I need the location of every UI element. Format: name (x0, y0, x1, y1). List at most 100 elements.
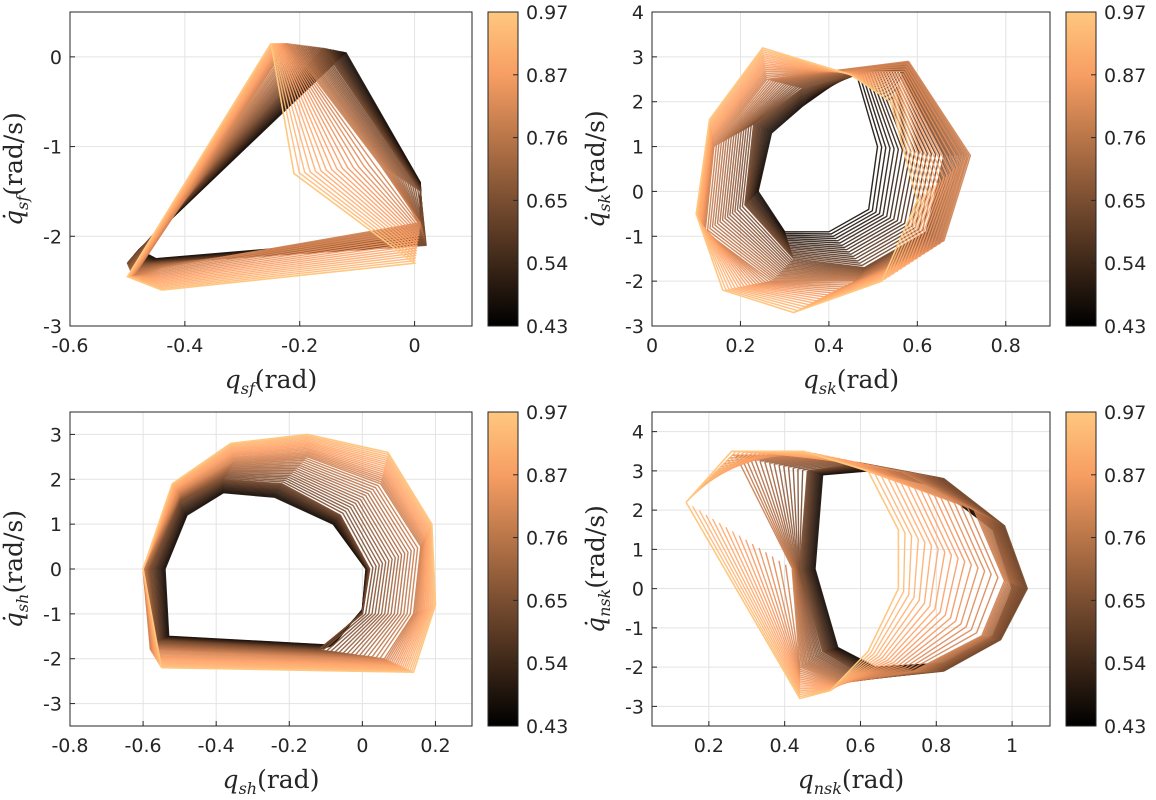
y-axis-label: q̇nsk(rad/s) (581, 505, 614, 633)
y-tick-label: 2 (50, 469, 62, 491)
trajectory-line (695, 46, 919, 314)
x-tick-label: 0 (356, 735, 368, 757)
colorbar-tick-label: 0.97 (526, 2, 568, 24)
y-tick-label: 3 (632, 47, 644, 69)
x-axis-label: qsf(rad) (225, 365, 318, 398)
y-tick-label: 1 (632, 137, 644, 159)
x-tick-label: 0.4 (814, 335, 844, 357)
x-tick-label: -0.4 (166, 335, 203, 357)
trajectory-line (704, 60, 972, 282)
trajectory-line (698, 59, 938, 302)
trajectory-line (700, 64, 948, 296)
colorbar-tick-label: 0.65 (526, 190, 568, 212)
trajectory-line (736, 67, 950, 271)
y-tick-label: 4 (632, 2, 644, 24)
y-tick-label: -2 (625, 271, 644, 293)
colorbar-tick-label: 0.76 (526, 528, 568, 550)
x-axis-label: qsk(rad) (803, 365, 899, 398)
colorbar-tick-label: 0.65 (526, 590, 568, 612)
y-axis-label: q̇sf(rad/s) (0, 112, 32, 226)
y-tick-label: -3 (43, 694, 62, 716)
x-tick-label: -0.6 (51, 335, 88, 357)
colorbar: 0.97 0.87 0.76 0.65 0.54 0.43 (487, 402, 568, 738)
trajectory-line (702, 68, 962, 288)
axes-box (651, 11, 1051, 327)
colorbar-tick-label: 0.65 (1104, 190, 1146, 212)
panel-2: 0 0.2 0.4 0.6 0.8 -3 -2 -1 0 1 2 3 4 qsk(rad) q̇sk(rad… (581, 2, 1146, 398)
colorbar-tick-label: 0.54 (526, 253, 568, 275)
x-tick-label: 0.2 (725, 335, 755, 357)
colorbar-scale (1065, 11, 1097, 327)
x-tick-label: 0.4 (770, 735, 800, 757)
colorbar: 0.97 0.87 0.76 0.65 0.54 0.43 (1065, 402, 1146, 738)
trajectory-line (741, 69, 947, 270)
x-tick-label: 0.2 (420, 735, 450, 757)
trajectory-line (696, 49, 922, 312)
trajectory-line (697, 53, 928, 308)
trajectory-line (703, 65, 965, 286)
colorbar-tick-label: 0.43 (526, 316, 568, 338)
x-tick-label: 0.6 (845, 735, 875, 757)
x-axis-label: qsh(rad) (223, 765, 320, 798)
colorbar-tick-label: 0.43 (526, 716, 568, 738)
colorbar-tick-label: 0.87 (1104, 465, 1146, 487)
y-tick-label: 0 (632, 181, 644, 203)
colorbar-scale (487, 411, 519, 727)
x-axis-label: qnsk(rad) (798, 765, 905, 798)
colorbar-tick-label: 0.87 (526, 65, 568, 87)
y-tick-label: 0 (50, 559, 62, 581)
colorbar-tick-label: 0.97 (1104, 2, 1146, 24)
y-tick-label: -3 (625, 696, 644, 718)
trajectory-line (699, 60, 942, 300)
trajectory-group (695, 46, 972, 314)
colorbar: 0.97 0.87 0.76 0.65 0.54 0.43 (487, 2, 568, 338)
axes-box (651, 411, 1051, 727)
trajectory-group (126, 42, 427, 291)
y-tick-label: -2 (43, 226, 62, 248)
panel-1: -0.6 -0.4 -0.2 0 -3 -2 -1 0 qsf(rad) q̇sf(rad/s) 0… (0, 2, 568, 398)
x-tick-label: -0.2 (281, 335, 318, 357)
colorbar-scale (487, 11, 519, 327)
colorbar-tick-label: 0.65 (1104, 590, 1146, 612)
panel-4: 0.2 0.4 0.6 0.8 1 -3 -2 -1 0 1 2 3 4 qnsk(rad) q̇nsk(r… (581, 402, 1146, 798)
trajectory-line (701, 66, 952, 294)
trajectory-line (142, 433, 437, 674)
trajectory-line (702, 70, 958, 290)
y-tick-label: 2 (632, 500, 644, 522)
y-tick-label: 0 (50, 47, 62, 69)
colorbar-tick-label: 0.87 (1104, 65, 1146, 87)
colorbar-tick-label: 0.76 (526, 128, 568, 150)
colorbar-tick-label: 0.43 (1104, 316, 1146, 338)
trajectory-line (703, 63, 968, 284)
y-axis-label: q̇sh(rad/s) (0, 510, 32, 628)
y-axis-label: q̇sk(rad/s) (581, 110, 614, 228)
axes-box (69, 11, 473, 327)
y-tick-label: 1 (632, 539, 644, 561)
x-tick-label: -0.8 (51, 735, 88, 757)
trajectory-line (685, 450, 900, 700)
trajectory-group (142, 433, 437, 674)
colorbar-tick-label: 0.97 (526, 402, 568, 424)
colorbar-scale (1065, 411, 1097, 727)
x-tick-label: 0.2 (694, 735, 724, 757)
y-tick-label: 1 (50, 514, 62, 536)
x-tick-label: -0.2 (271, 735, 308, 757)
colorbar-tick-label: 0.54 (1104, 253, 1146, 275)
x-tick-label: 0.6 (902, 335, 932, 357)
panel-3: -0.8 -0.6 -0.4 -0.2 0 0.2 -3 -2 -1 0 1 2 3 qsh(rad) q̇… (0, 402, 568, 798)
y-tick-label: -1 (625, 226, 644, 248)
colorbar-tick-label: 0.76 (1104, 528, 1146, 550)
colorbar-tick-label: 0.87 (526, 465, 568, 487)
trajectory-line (126, 42, 417, 291)
trajectory-group (685, 450, 1028, 700)
colorbar-tick-label: 0.54 (1104, 653, 1146, 675)
x-tick-label: 0 (646, 335, 658, 357)
x-tick-label: 0.8 (921, 735, 951, 757)
y-tick-label: -3 (43, 316, 62, 338)
trajectory-line (697, 55, 932, 306)
trajectory-line (701, 68, 955, 292)
x-tick-label: -0.6 (125, 735, 162, 757)
y-tick-label: -2 (625, 657, 644, 679)
x-tick-label: 0 (409, 335, 421, 357)
